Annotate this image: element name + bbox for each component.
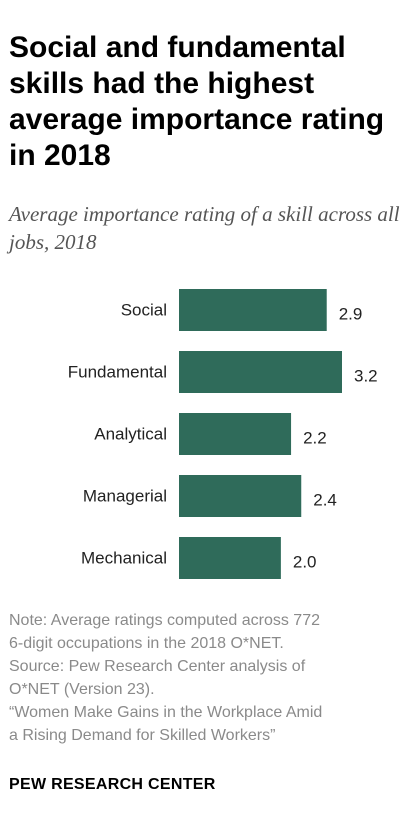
bar-fundamental: [179, 351, 342, 393]
category-label-analytical: Analytical: [94, 425, 167, 444]
category-label-mechanical: Mechanical: [81, 549, 167, 568]
bar-chart: Social 2.9 Fundamental 3.2 Analytical 2.2 Mana…: [68, 289, 378, 579]
note-line: Note: Average ratings computed across 77…: [9, 612, 320, 629]
report-title-line: a Rising Demand for Skilled Workers”: [9, 727, 276, 744]
category-label-social: Social: [121, 301, 167, 320]
report-title-line: “Women Make Gains in the Workplace Amid: [9, 704, 323, 721]
value-label-analytical: 2.2: [303, 429, 327, 448]
bar-mechanical: [179, 537, 281, 579]
category-label-managerial: Managerial: [83, 487, 167, 506]
source-line: O*NET (Version 23).: [9, 681, 155, 698]
value-label-social: 2.9: [339, 305, 363, 324]
chart-subtitle: Average importance rating of a skill acr…: [9, 202, 400, 254]
note-line: 6-digit occupations in the 2018 O*NET.: [9, 635, 284, 652]
pew-research-logo-text: PEW RESEARCH CENTER: [9, 776, 216, 793]
chart-notes: Note: Average ratings computed across 77…: [9, 609, 414, 747]
value-label-mechanical: 2.0: [293, 553, 317, 572]
value-label-fundamental: 3.2: [354, 367, 378, 386]
bar-social: [179, 289, 327, 331]
bar-managerial: [179, 475, 302, 517]
chart-title: Social and fundamental skills had the hi…: [9, 31, 385, 172]
source-line: Source: Pew Research Center analysis of: [9, 658, 306, 675]
bars-group: Social 2.9 Fundamental 3.2 Analytical 2.2 Mana…: [68, 289, 378, 579]
bar-analytical: [179, 413, 292, 455]
value-label-managerial: 2.4: [313, 491, 337, 510]
category-label-fundamental: Fundamental: [68, 363, 167, 382]
